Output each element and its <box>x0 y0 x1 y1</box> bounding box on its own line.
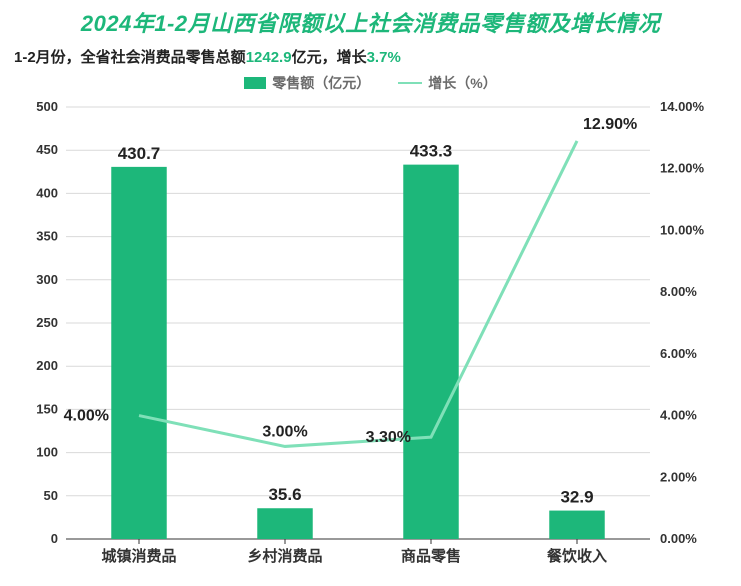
svg-text:500: 500 <box>36 99 58 114</box>
svg-text:0.00%: 0.00% <box>660 531 697 546</box>
svg-text:6.00%: 6.00% <box>660 346 697 361</box>
chart-title: 2024年1-2月山西省限额以上社会消费品零售额及增长情况 <box>0 0 741 42</box>
svg-text:3.30%: 3.30% <box>365 429 410 446</box>
subtitle-mid: 亿元，增长 <box>292 49 367 66</box>
legend-swatch-bar <box>244 77 266 89</box>
svg-text:14.00%: 14.00% <box>660 99 705 114</box>
chart-svg: 0 50 100 150 200 250 300 350 400 450 500 0.00% 2.00%… <box>12 99 730 579</box>
svg-text:4.00%: 4.00% <box>63 408 108 425</box>
svg-text:12.90%: 12.90% <box>583 116 637 133</box>
legend-item-line: 增长（%） <box>398 73 496 93</box>
svg-text:433.3: 433.3 <box>409 142 452 161</box>
svg-text:8.00%: 8.00% <box>660 284 697 299</box>
svg-text:150: 150 <box>36 401 58 416</box>
svg-text:400: 400 <box>36 185 58 200</box>
subtitle-prefix: 1-2月份，全省社会消费品零售总额 <box>14 49 246 66</box>
svg-text:0: 0 <box>50 531 57 546</box>
svg-text:乡村消费品: 乡村消费品 <box>247 547 322 565</box>
svg-text:250: 250 <box>36 315 58 330</box>
svg-text:餐饮收入: 餐饮收入 <box>546 547 606 565</box>
subtitle-value-2: 3.7% <box>367 49 401 66</box>
legend-line-label: 增长（%） <box>428 73 496 93</box>
svg-text:50: 50 <box>43 488 57 503</box>
chart-subtitle: 1-2月份，全省社会消费品零售总额1242.9亿元，增长3.7% <box>0 42 741 73</box>
svg-text:430.7: 430.7 <box>117 144 160 163</box>
subtitle-value-1: 1242.9 <box>246 49 292 66</box>
svg-text:450: 450 <box>36 142 58 157</box>
svg-text:350: 350 <box>36 229 58 244</box>
svg-text:商品零售: 商品零售 <box>400 547 460 565</box>
chart-area: 0 50 100 150 200 250 300 350 400 450 500 0.00% 2.00%… <box>12 99 730 579</box>
svg-text:300: 300 <box>36 272 58 287</box>
legend-item-bar: 零售额（亿元） <box>244 73 370 93</box>
svg-text:35.6: 35.6 <box>268 485 301 504</box>
legend: 零售额（亿元） 增长（%） <box>0 73 741 99</box>
svg-text:城镇消费品: 城镇消费品 <box>101 547 176 565</box>
svg-text:4.00%: 4.00% <box>660 408 697 423</box>
svg-text:32.9: 32.9 <box>560 488 593 507</box>
svg-text:3.00%: 3.00% <box>262 423 307 440</box>
svg-text:12.00%: 12.00% <box>660 161 705 176</box>
legend-bar-label: 零售额（亿元） <box>272 73 370 93</box>
svg-text:100: 100 <box>36 445 58 460</box>
legend-swatch-line <box>398 82 422 84</box>
svg-text:10.00%: 10.00% <box>660 222 705 237</box>
svg-text:200: 200 <box>36 358 58 373</box>
svg-text:2.00%: 2.00% <box>660 469 697 484</box>
